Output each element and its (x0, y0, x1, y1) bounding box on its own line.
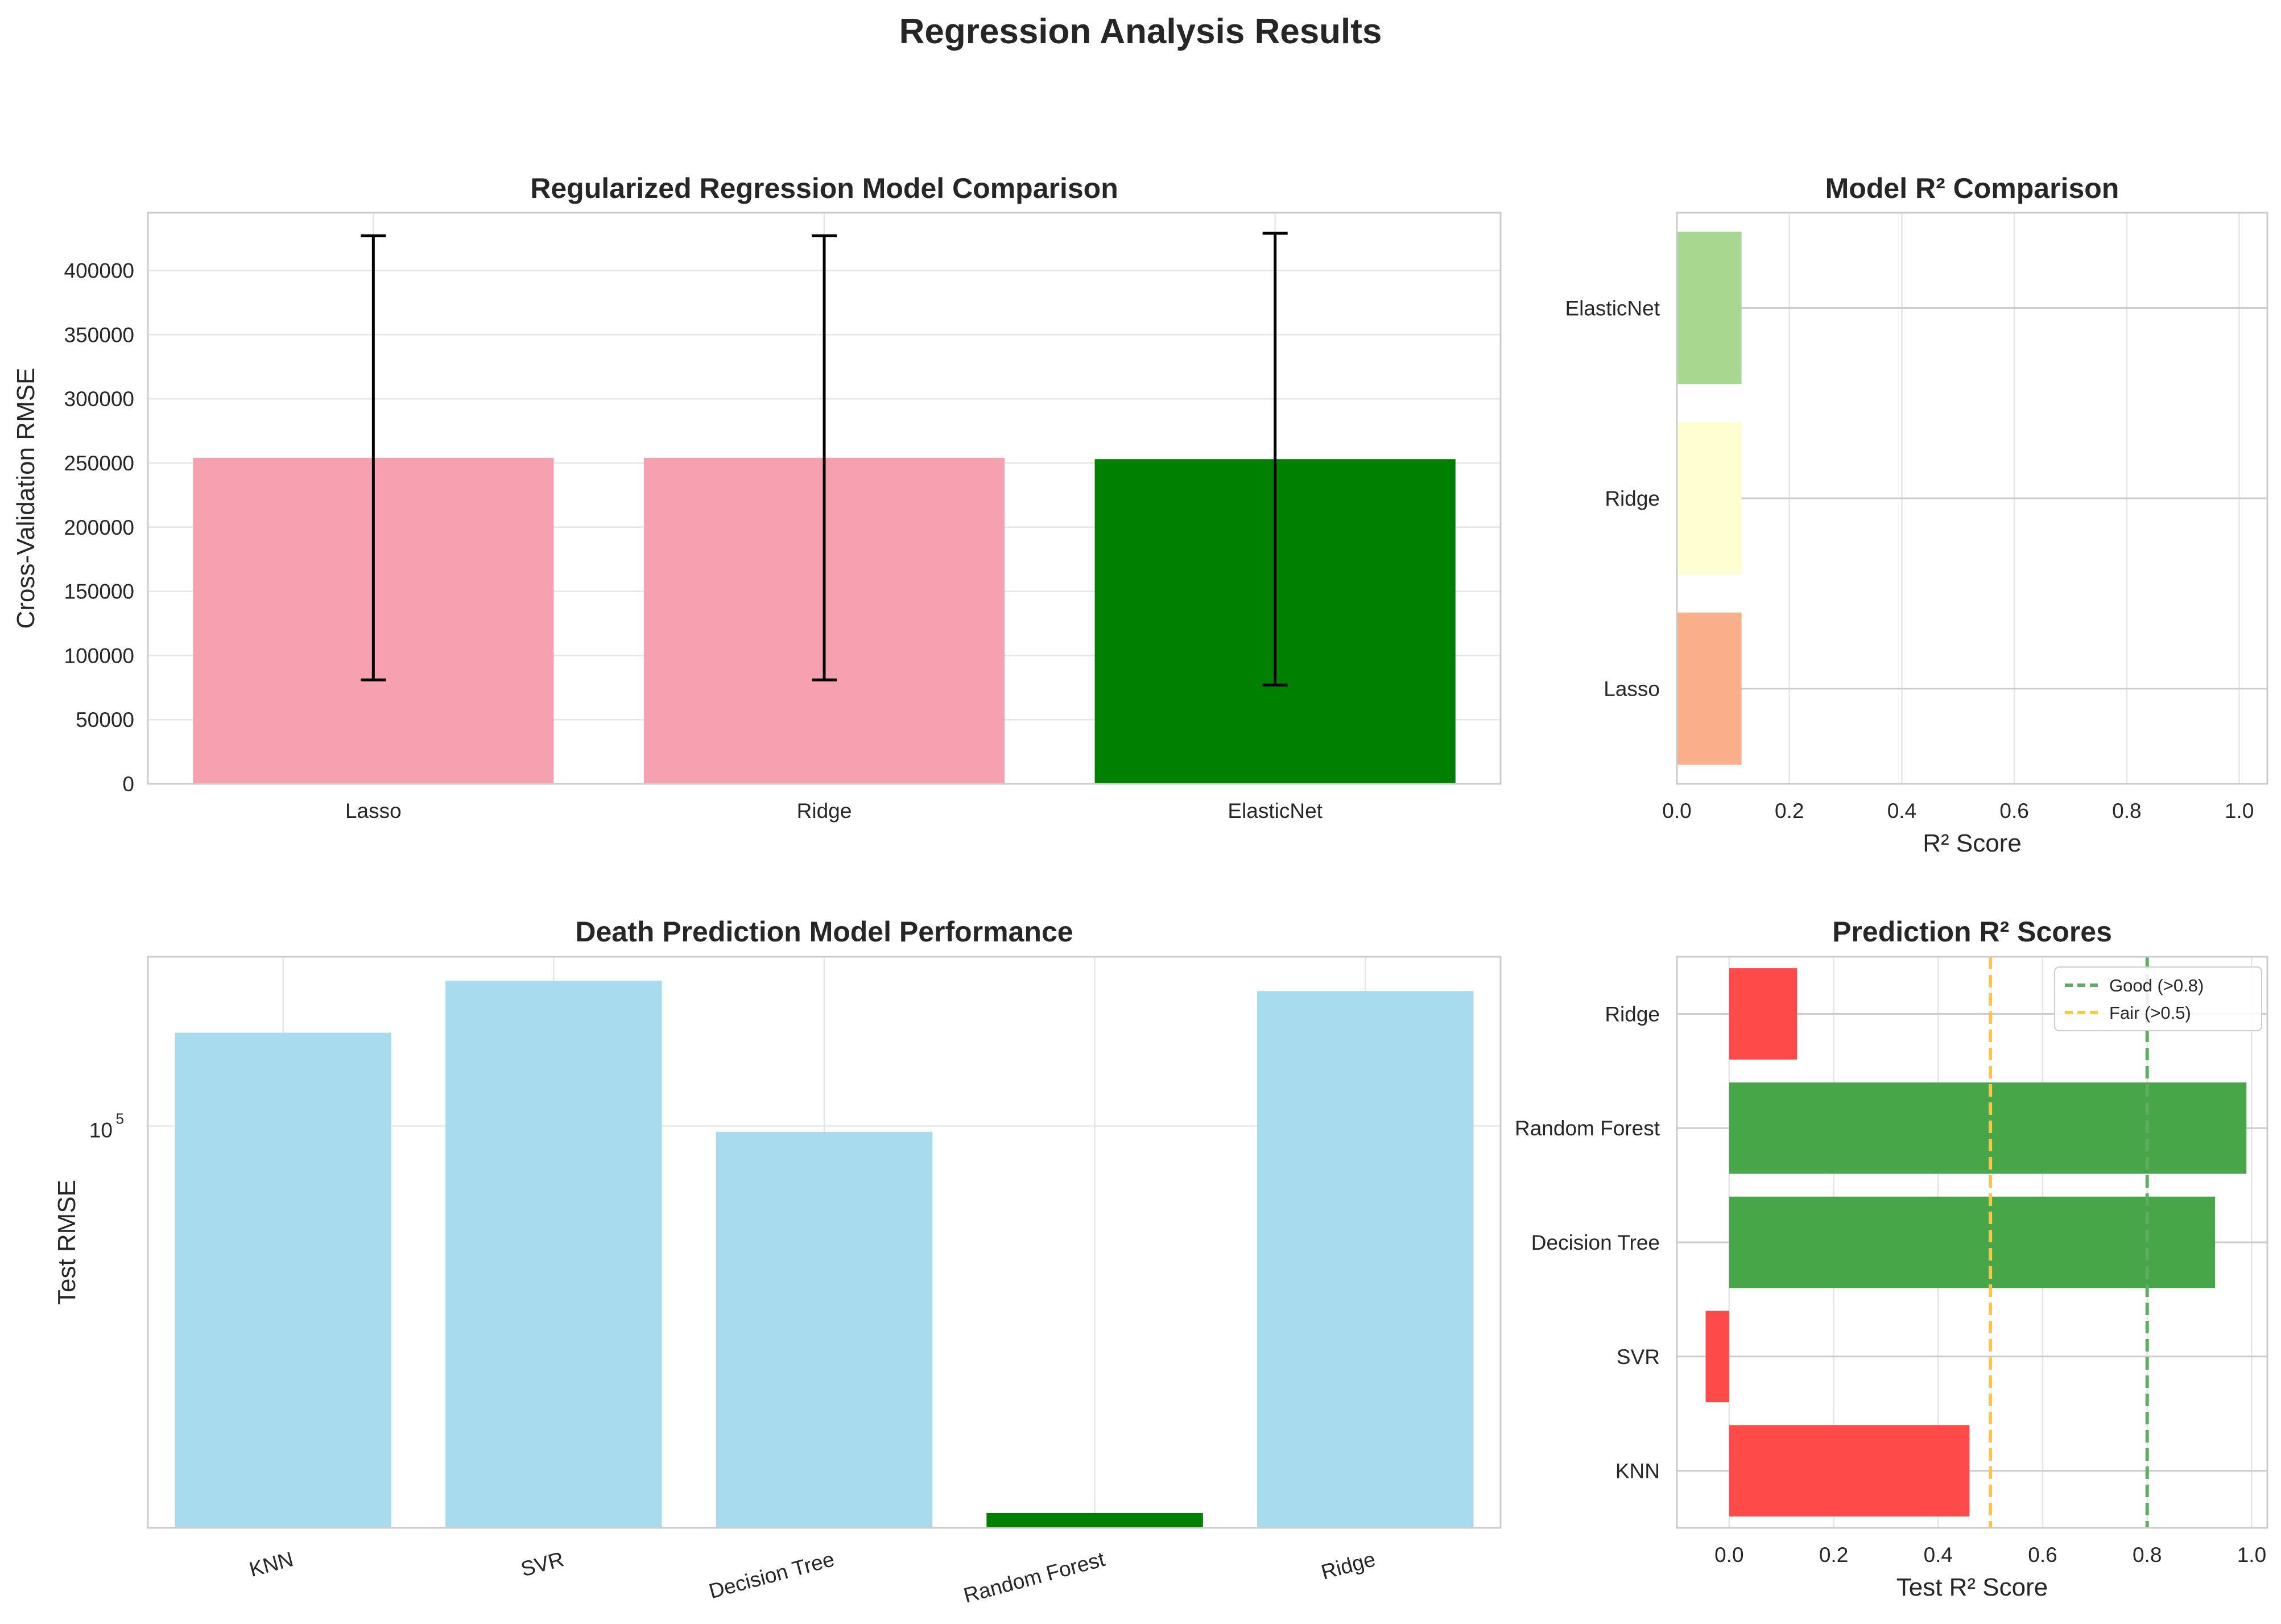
y-tick-label: 400000 (64, 259, 134, 283)
x-tick-label: 0.6 (2028, 1543, 2057, 1567)
bar-ridge (1729, 968, 1797, 1060)
x-tick-label: Lasso (345, 799, 402, 823)
x-tick-label: Ridge (1319, 1547, 1378, 1584)
bar-ridge (1257, 991, 1474, 1528)
bar-random-forest (986, 1513, 1203, 1528)
x-tick-label: Random Forest (961, 1547, 1108, 1608)
y-tick-label: 50000 (76, 708, 134, 732)
panel-cv-rmse: 0 50000 100000 150000 200000 250000 300000 3500… (12, 172, 1502, 823)
panel-title: Death Prediction Model Performance (575, 916, 1073, 948)
axes-frame (147, 212, 1502, 785)
y-tick-label: Ridge (1605, 1002, 1660, 1026)
panel-title: Regularized Regression Model Comparison (530, 172, 1118, 204)
axes-frame (147, 956, 1502, 1529)
y-tick-label: 100000 (64, 644, 134, 667)
x-tick-label: 0.4 (1924, 1543, 1953, 1567)
bar-knn (1729, 1425, 1970, 1516)
bar-svr (1705, 1311, 1729, 1403)
x-tick-label: SVR (518, 1547, 566, 1581)
bar-elasticnet (1677, 232, 1742, 385)
y-axis-label: Test RMSE (53, 1180, 81, 1305)
bar-decision-tree (1729, 1196, 2216, 1288)
y-tick-label-base: 10 (89, 1118, 113, 1142)
y-tick-label: Random Forest (1515, 1117, 1660, 1140)
y-tick-label: 0 (122, 772, 134, 796)
y-tick-label: KNN (1615, 1460, 1660, 1483)
x-tick-label: 0.8 (2112, 799, 2141, 823)
figure-title: Regression Analysis Results (899, 12, 1382, 51)
bar-ridge (1677, 422, 1742, 575)
y-tick-label-exponent: 5 (116, 1110, 124, 1127)
y-tick-label: SVR (1617, 1345, 1660, 1369)
x-tick-label: 1.0 (2225, 799, 2254, 823)
y-axis-label: Cross-Validation RMSE (12, 368, 40, 629)
bar-decision-tree (716, 1131, 933, 1528)
axes-frame (1676, 212, 2268, 785)
bar-svr (445, 981, 662, 1528)
legend-label: Good (>0.8) (2109, 976, 2204, 995)
legend-box (2054, 966, 2262, 1031)
y-tick-label: 350000 (64, 323, 134, 346)
x-tick-label: 0.0 (1662, 799, 1691, 823)
x-tick-label: 0.2 (1819, 1543, 1848, 1567)
x-tick-label: Ridge (797, 799, 852, 823)
x-tick-label: 1.0 (2237, 1543, 2266, 1567)
y-tick-label: 200000 (64, 516, 134, 539)
legend-label: Fair (>0.5) (2109, 1003, 2191, 1023)
axes-frame (1676, 956, 2268, 1529)
y-tick-label: 150000 (64, 580, 134, 604)
y-tick-label: 300000 (64, 387, 134, 411)
panel-r2-comparison: 0.0 0.2 0.4 0.6 0.8 1.0 Lasso Ridge ElasticNet Mo… (1565, 172, 2268, 857)
y-tick-label: Lasso (1604, 677, 1660, 701)
y-tick-label: Ridge (1605, 487, 1660, 510)
y-tick-label: 250000 (64, 452, 134, 475)
y-tick-label: Decision Tree (1531, 1231, 1660, 1254)
x-tick-label: 0.6 (1999, 799, 2028, 823)
x-tick-label: KNN (247, 1547, 296, 1581)
y-tick-label: ElasticNet (1565, 296, 1660, 320)
x-axis-label: R² Score (1923, 829, 2022, 857)
x-tick-label: ElasticNet (1228, 799, 1323, 823)
x-tick-label: 0.8 (2133, 1543, 2162, 1567)
bar-random-forest (1729, 1082, 2247, 1174)
bar-lasso (1677, 612, 1742, 765)
panel-title: Prediction R² Scores (1832, 916, 2112, 948)
bar-knn (175, 1032, 392, 1528)
x-tick-label: 0.4 (1887, 799, 1916, 823)
x-tick-label: Decision Tree (706, 1547, 837, 1603)
x-axis-label: Test R² Score (1896, 1573, 2048, 1601)
x-tick-label: 0.2 (1775, 799, 1804, 823)
panel-death-prediction: 10 5 KNN SVR Decision Tree Random Forest Ridge… (53, 916, 1502, 1608)
x-tick-label: 0.0 (1714, 1543, 1743, 1567)
panel-prediction-r2: 0.0 0.2 0.4 0.6 0.8 1.0 KNN SVR Decision Tree Ran… (1515, 916, 2268, 1601)
panel-title: Model R² Comparison (1825, 172, 2119, 204)
